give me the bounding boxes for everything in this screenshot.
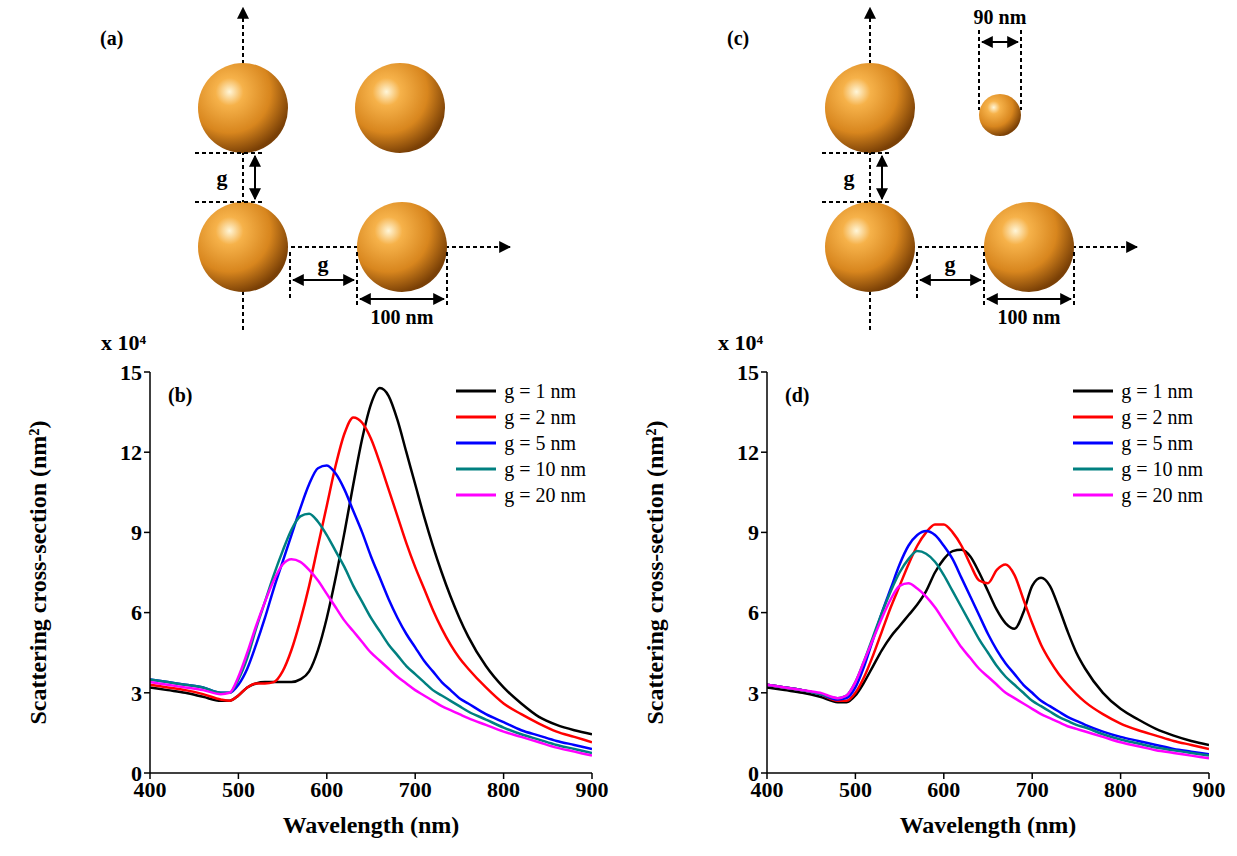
svg-text:100 nm: 100 nm <box>371 306 434 328</box>
svg-text:800: 800 <box>1104 777 1137 802</box>
html-text:g = 5 nm: g = 5 nm <box>1121 432 1193 454</box>
svg-text:500: 500 <box>222 777 255 802</box>
svg-text:Scattering cross-section (nm²): Scattering cross-section (nm²) <box>642 420 668 724</box>
svg-text:0: 0 <box>748 761 759 786</box>
svg-text:700: 700 <box>1016 777 1049 802</box>
html-text:g = 2 nm: g = 2 nm <box>504 406 576 428</box>
html-text:g = 2 nm: g = 2 nm <box>1121 406 1193 428</box>
svg-text:0: 0 <box>131 761 142 786</box>
html-text:g = 20 nm: g = 20 nm <box>504 484 586 506</box>
html-text:g = 5 nm: g = 5 nm <box>504 432 576 454</box>
svg-text:6: 6 <box>748 600 759 625</box>
html-text:g = 10 nm: g = 10 nm <box>504 458 586 480</box>
svg-text:100 nm: 100 nm <box>998 306 1061 328</box>
svg-text:600: 600 <box>927 777 960 802</box>
svg-text:9: 9 <box>748 520 759 545</box>
html-text:g = 1 nm: g = 1 nm <box>1121 380 1193 402</box>
svg-text:(a): (a) <box>100 27 123 50</box>
svg-text:g: g <box>945 251 956 276</box>
svg-text:Wavelength (nm): Wavelength (nm) <box>283 812 460 838</box>
svg-text:Scattering cross-section (nm²): Scattering cross-section (nm²) <box>25 420 51 724</box>
svg-text:400: 400 <box>133 776 167 802</box>
svg-text:12: 12 <box>737 440 759 465</box>
svg-text:x 10⁴: x 10⁴ <box>718 330 764 355</box>
svg-text:Wavelength (nm): Wavelength (nm) <box>900 812 1077 838</box>
svg-text:9: 9 <box>131 520 142 545</box>
svg-text:g: g <box>217 165 228 190</box>
svg-text:x 10⁴: x 10⁴ <box>101 330 147 355</box>
svg-text:15: 15 <box>737 360 759 385</box>
svg-text:900: 900 <box>1193 777 1226 802</box>
svg-text:500: 500 <box>839 777 872 802</box>
svg-text:600: 600 <box>310 777 343 802</box>
svg-text:6: 6 <box>131 600 142 625</box>
html-text:g = 1 nm: g = 1 nm <box>504 380 576 402</box>
svg-text:g: g <box>318 251 329 276</box>
svg-text:90 nm: 90 nm <box>974 6 1027 28</box>
html-text:g = 10 nm: g = 10 nm <box>1121 458 1203 480</box>
svg-text:900: 900 <box>576 777 609 802</box>
svg-text:12: 12 <box>120 440 142 465</box>
svg-text:3: 3 <box>748 681 759 706</box>
svg-text:g: g <box>844 165 855 190</box>
svg-text:(d): (d) <box>785 384 809 407</box>
svg-text:400: 400 <box>750 776 784 802</box>
html-text:g = 20 nm: g = 20 nm <box>1121 484 1203 506</box>
svg-text:700: 700 <box>399 777 432 802</box>
svg-text:(c): (c) <box>727 27 749 50</box>
svg-text:800: 800 <box>487 777 520 802</box>
svg-text:15: 15 <box>120 360 142 385</box>
svg-text:(b): (b) <box>168 384 192 407</box>
svg-text:3: 3 <box>131 681 142 706</box>
